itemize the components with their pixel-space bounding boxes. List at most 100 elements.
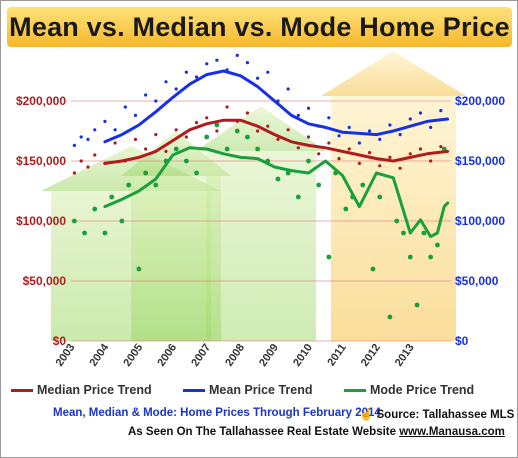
median-point (327, 141, 331, 145)
mean-point (296, 113, 300, 117)
mode-point (136, 266, 142, 272)
median-point (429, 159, 433, 163)
x-tick-label: 2012 (359, 342, 383, 369)
mean-point (347, 125, 351, 129)
left-tick-label: $0 (53, 334, 67, 348)
mode-point (173, 146, 179, 152)
mode-point (255, 146, 261, 152)
mode-point (102, 230, 108, 236)
median-point (388, 155, 392, 159)
mean-point (144, 93, 148, 97)
median-point (276, 137, 280, 141)
x-tick-label: 2006 (155, 342, 179, 369)
median-point (245, 111, 250, 115)
mean-point (79, 135, 83, 139)
mode-point (194, 170, 199, 176)
x-tick-label: 2005 (121, 342, 145, 369)
house-green-3 (196, 106, 326, 341)
median-point (194, 121, 199, 125)
x-tick-label: 2013 (393, 342, 417, 369)
mean-point (154, 99, 158, 103)
mean-trend-line (103, 69, 450, 144)
mode-point (394, 218, 400, 224)
mode-point (343, 206, 349, 212)
right-tick-label: $0 (455, 334, 469, 348)
median-point (205, 116, 209, 120)
mode-point (126, 182, 132, 188)
median-point (418, 147, 423, 151)
mode-point (306, 158, 311, 164)
x-axis: 2003 2004 2005 2006 2007 2008 2009 2010 2011 2012… (54, 341, 417, 369)
x-tick-label: 2004 (88, 341, 112, 369)
x-tick-label: 2008 (223, 342, 247, 369)
legend-mode: Mode Price Trend (344, 383, 474, 401)
mean-point (245, 61, 250, 65)
mean-point (205, 62, 209, 66)
mode-point (370, 266, 376, 272)
mode-point (71, 218, 77, 224)
house-yellow-roof (321, 51, 466, 96)
website-link[interactable]: www.Manausa.com (399, 426, 505, 438)
median-point (408, 152, 412, 156)
footer-caption: Mean, Median & Mode: Home Prices Through… (53, 407, 381, 419)
x-tick-label: 2010 (291, 342, 315, 369)
mean-point (286, 87, 290, 91)
footer-website-text: As Seen On The Tallahassee Real Estate W… (128, 426, 400, 438)
mode-point (234, 128, 240, 134)
mean-point (194, 75, 199, 79)
mode-point (435, 242, 440, 248)
mean-point (337, 134, 341, 138)
left-tick-label: $150,000 (16, 154, 66, 168)
median-point (398, 166, 402, 170)
mode-point (275, 176, 281, 182)
mode-point (414, 302, 420, 308)
mode-point (401, 230, 406, 236)
mean-point (408, 117, 412, 121)
mean-point (398, 133, 402, 137)
mean-point (215, 58, 219, 62)
median-point (439, 145, 443, 149)
legend-mode-swatch (344, 389, 366, 393)
legend-median: Median Price Trend (11, 383, 152, 401)
mean-point (123, 105, 127, 109)
median-point (184, 135, 188, 139)
house-green-3-wall (206, 151, 316, 341)
right-tick-label: $200,000 (455, 94, 505, 108)
mode-point (183, 158, 189, 164)
mean-point (235, 53, 239, 58)
median-point (357, 161, 361, 165)
x-tick-label: 2007 (189, 342, 213, 369)
median-point (337, 157, 341, 161)
median-point (79, 159, 83, 163)
median-point (296, 146, 300, 150)
mean-point (164, 80, 168, 84)
mode-point (407, 254, 413, 260)
mode-point (204, 134, 210, 140)
left-axis: $200,000 $150,000 $100,000 $50,000 $0 (16, 94, 66, 348)
legend-median-label: Median Price Trend (37, 383, 152, 397)
mean-point (388, 123, 392, 127)
median-point (86, 165, 90, 169)
left-tick-label: $200,000 (16, 94, 66, 108)
trend-lines (103, 69, 450, 239)
mean-point (327, 116, 331, 120)
mode-point (421, 230, 427, 236)
mode-point (109, 194, 115, 200)
house-yellow (321, 51, 466, 341)
median-point (286, 128, 290, 132)
mode-point (316, 182, 322, 188)
legend-mean: Mean Price Trend (183, 383, 313, 401)
median-point (154, 133, 158, 137)
x-tick-label: 2009 (257, 342, 281, 369)
mode-point (82, 230, 87, 236)
median-point (347, 147, 351, 151)
mean-point (439, 109, 443, 113)
left-tick-label: $100,000 (16, 214, 66, 228)
median-point (113, 141, 117, 145)
right-axis: $200,000 $150,000 $100,000 $50,000 $0 (455, 94, 505, 348)
mean-point (429, 125, 433, 129)
mean-point (113, 128, 117, 132)
mode-point (387, 314, 393, 320)
